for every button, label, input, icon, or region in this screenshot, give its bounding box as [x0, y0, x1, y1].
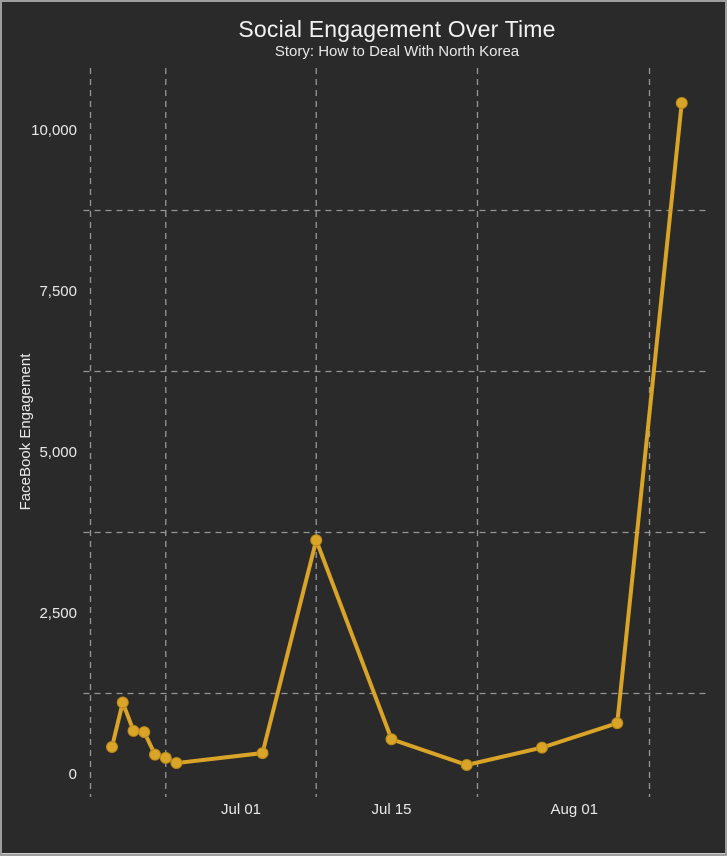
y-tick-label: 10,000	[31, 122, 77, 139]
x-tick-label: Jul 01	[221, 801, 261, 818]
y-tick-label: 2,500	[39, 605, 77, 622]
y-tick-label: 0	[69, 766, 77, 783]
y-tick-label: 7,500	[39, 283, 77, 300]
data-point	[460, 758, 473, 771]
data-point	[170, 757, 183, 770]
data-point	[536, 741, 548, 754]
data-point	[611, 717, 624, 730]
data-point	[256, 747, 269, 760]
x-tick-label: Jul 15	[371, 801, 411, 818]
y-axis-title: FaceBook Engagement	[17, 353, 34, 511]
data-point	[138, 726, 151, 739]
data-point	[116, 696, 129, 709]
data-point	[106, 740, 118, 753]
data-point	[310, 534, 323, 547]
data-point	[675, 96, 688, 109]
data-point	[385, 733, 398, 746]
x-tick-label: Aug 01	[550, 801, 598, 818]
chart-subtitle: Story: How to Deal With North Korea	[274, 43, 520, 60]
y-tick-label: 5,000	[39, 444, 77, 461]
engagement-line	[110, 100, 684, 767]
data-point	[127, 724, 140, 737]
data-point	[159, 751, 172, 764]
chart-title: Social Engagement Over Time	[238, 16, 556, 42]
data-point	[149, 748, 161, 761]
